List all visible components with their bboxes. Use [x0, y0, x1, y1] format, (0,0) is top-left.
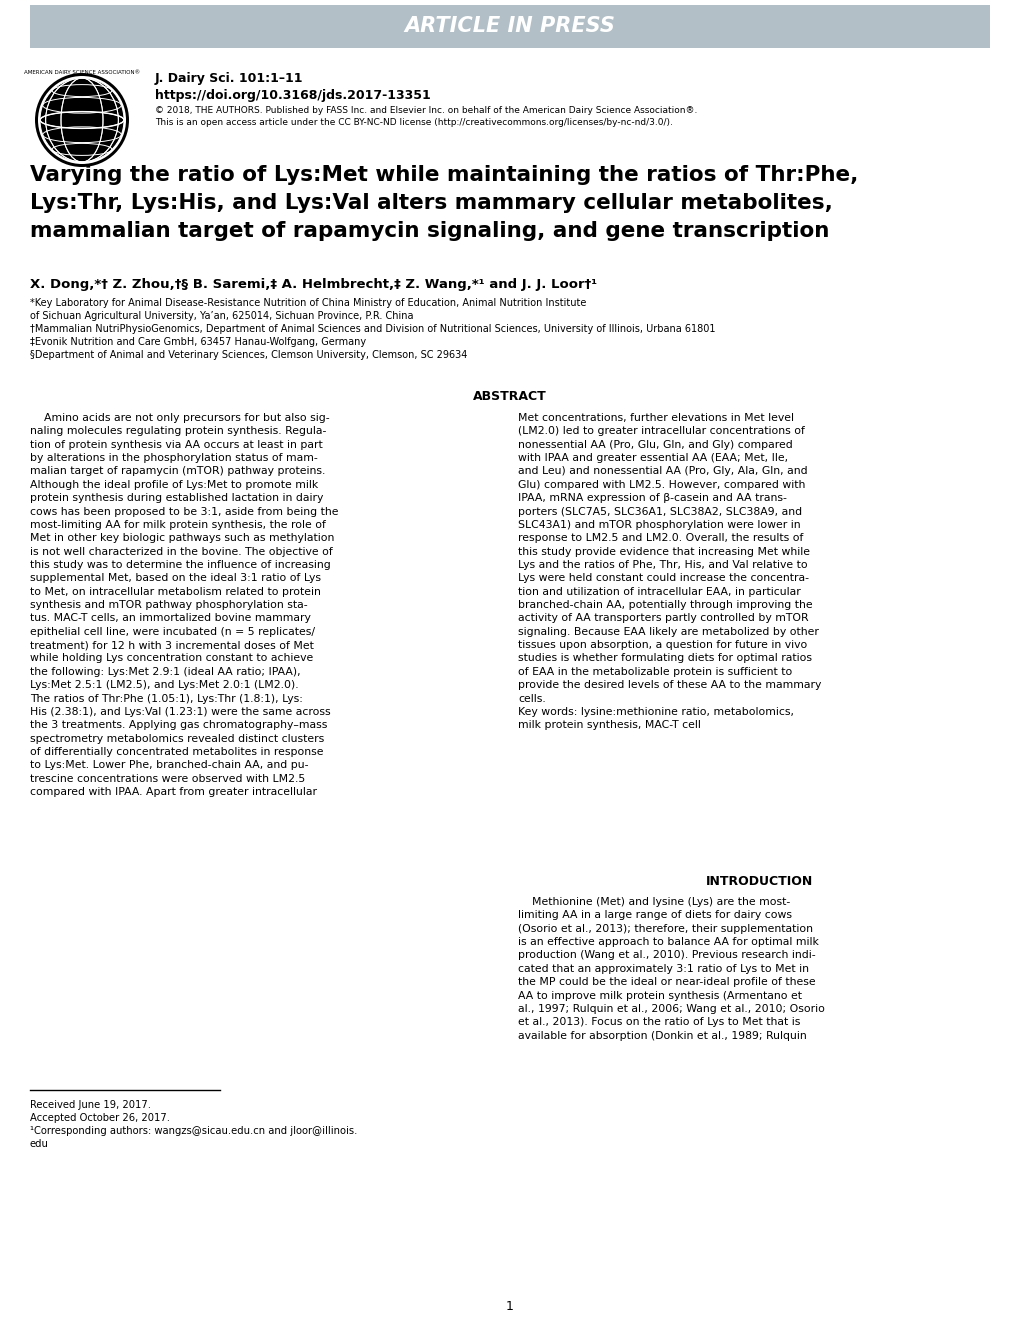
Text: Received June 19, 2017.: Received June 19, 2017.	[30, 1100, 151, 1110]
Text: Methionine (Met) and lysine (Lys) are the most-
limiting AA in a large range of : Methionine (Met) and lysine (Lys) are th…	[518, 898, 824, 1040]
Text: 1: 1	[505, 1300, 514, 1313]
Text: mammalian target of rapamycin signaling, and gene transcription: mammalian target of rapamycin signaling,…	[30, 220, 828, 242]
Text: Varying the ratio of Lys:Met while maintaining the ratios of Thr:Phe,: Varying the ratio of Lys:Met while maint…	[30, 165, 858, 185]
Text: INTRODUCTION: INTRODUCTION	[706, 875, 813, 888]
Text: ABSTRACT: ABSTRACT	[473, 389, 546, 403]
Text: §Department of Animal and Veterinary Sciences, Clemson University, Clemson, SC 2: §Department of Animal and Veterinary Sci…	[30, 350, 467, 360]
Text: ARTICLE IN PRESS: ARTICLE IN PRESS	[405, 16, 614, 37]
Text: Lys:Thr, Lys:His, and Lys:Val alters mammary cellular metabolites,: Lys:Thr, Lys:His, and Lys:Val alters mam…	[30, 193, 833, 213]
Bar	[30, 5, 989, 48]
Text: *Key Laboratory for Animal Disease-Resistance Nutrition of China Ministry of Edu: *Key Laboratory for Animal Disease-Resis…	[30, 298, 586, 308]
Text: Amino acids are not only precursors for but also sig-
naling molecules regulatin: Amino acids are not only precursors for …	[30, 413, 338, 797]
Text: © 2018, THE AUTHORS. Published by FASS Inc. and Elsevier Inc. on behalf of the A: © 2018, THE AUTHORS. Published by FASS I…	[155, 106, 697, 115]
Text: †Mammalian NutriPhysioGenomics, Department of Animal Sciences and Division of Nu: †Mammalian NutriPhysioGenomics, Departme…	[30, 323, 714, 334]
Text: ¹Corresponding authors: wangzs@sicau.edu.cn and jloor@illinois.: ¹Corresponding authors: wangzs@sicau.edu…	[30, 1126, 357, 1137]
Text: J. Dairy Sci. 101:1–11: J. Dairy Sci. 101:1–11	[155, 73, 304, 84]
Text: https://doi.org/10.3168/jds.2017-13351: https://doi.org/10.3168/jds.2017-13351	[155, 88, 430, 102]
Text: ‡Evonik Nutrition and Care GmbH, 63457 Hanau-Wolfgang, Germany: ‡Evonik Nutrition and Care GmbH, 63457 H…	[30, 337, 366, 347]
Text: AMERICAN DAIRY SCIENCE ASSOCIATION®: AMERICAN DAIRY SCIENCE ASSOCIATION®	[23, 70, 140, 75]
Circle shape	[40, 78, 124, 162]
Text: of Sichuan Agricultural University, Ya’an, 625014, Sichuan Province, P.R. China: of Sichuan Agricultural University, Ya’a…	[30, 312, 413, 321]
Text: Met concentrations, further elevations in Met level
(LM2.0) led to greater intra: Met concentrations, further elevations i…	[518, 413, 820, 730]
Text: edu: edu	[30, 1139, 49, 1148]
Text: This is an open access article under the CC BY-NC-ND license (http://creativecom: This is an open access article under the…	[155, 117, 673, 127]
Text: X. Dong,*† Z. Zhou,†§ B. Saremi,‡ A. Helmbrecht,‡ Z. Wang,*¹ and J. J. Loor†¹: X. Dong,*† Z. Zhou,†§ B. Saremi,‡ A. Hel…	[30, 279, 596, 290]
Circle shape	[38, 77, 126, 164]
Circle shape	[35, 73, 128, 168]
Text: Accepted October 26, 2017.: Accepted October 26, 2017.	[30, 1113, 170, 1123]
